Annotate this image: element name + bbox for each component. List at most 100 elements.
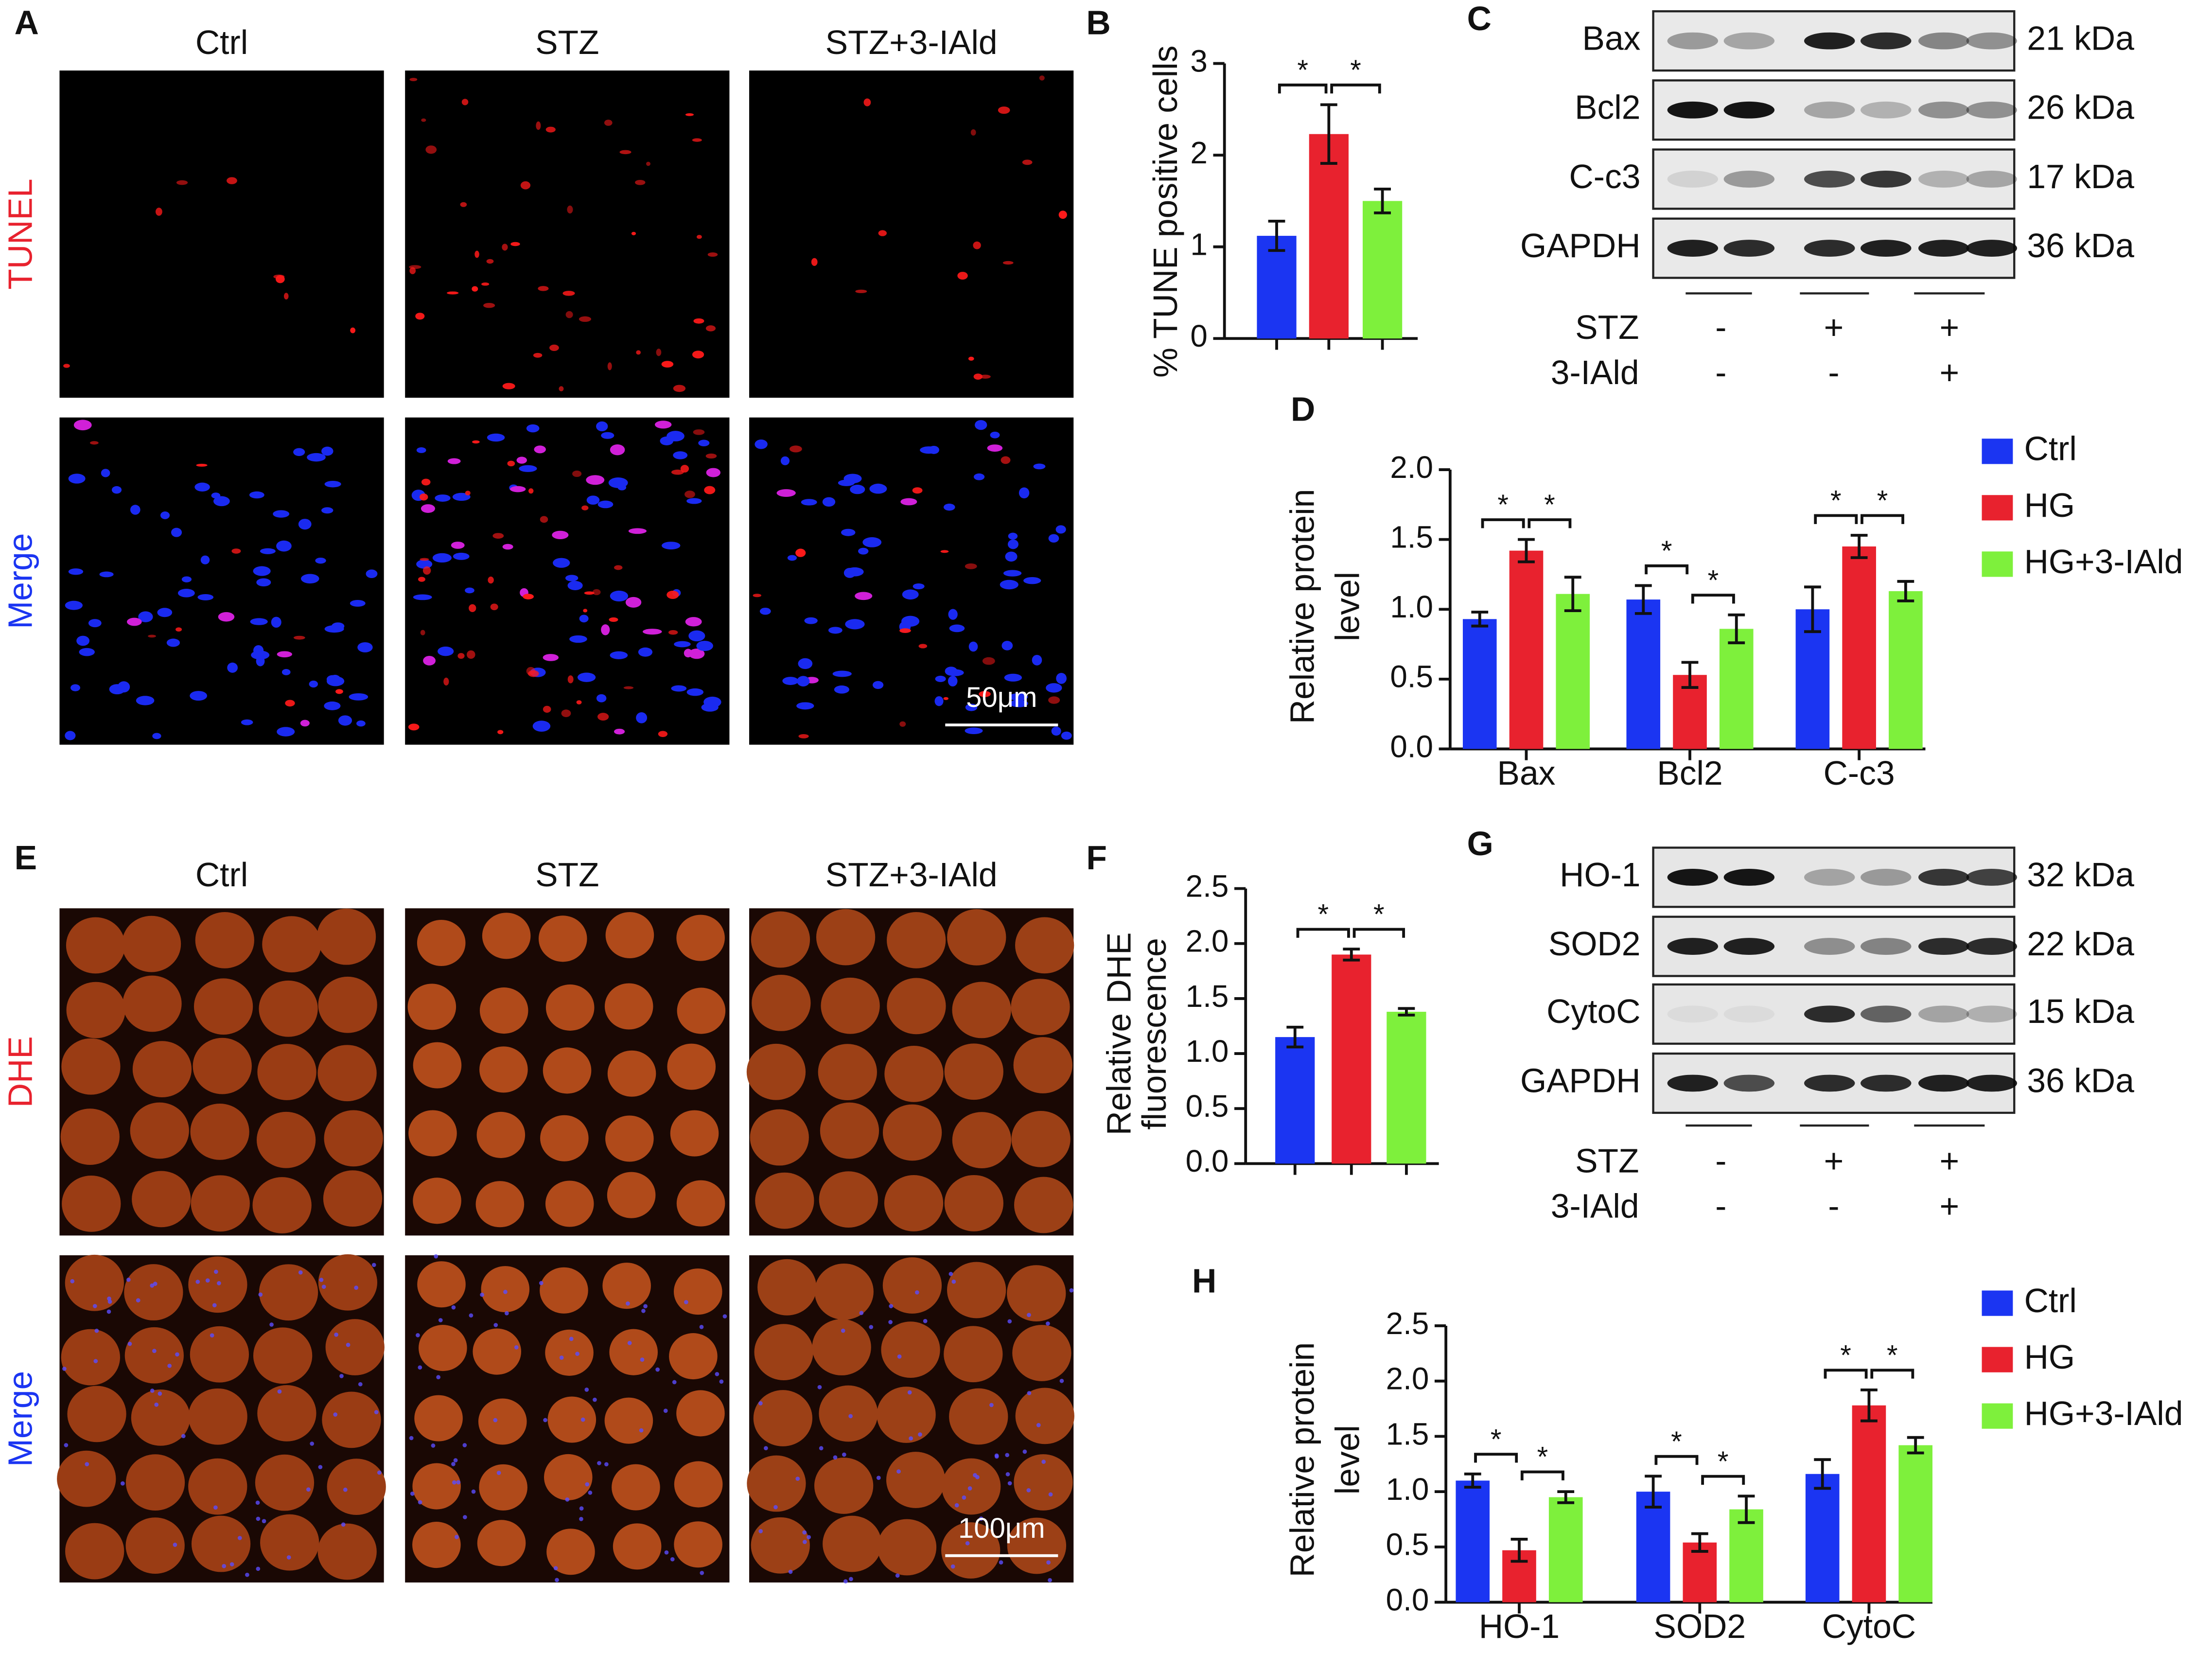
significance-bracket <box>1691 594 1735 604</box>
treatment-label: STZ <box>1575 308 1639 346</box>
nucleus <box>88 619 102 628</box>
nucleus <box>153 1282 158 1286</box>
nucleus <box>319 1278 324 1282</box>
fiber <box>754 1324 813 1380</box>
fiber <box>613 1523 662 1570</box>
fiber <box>1014 1177 1073 1233</box>
band-size: 21 kDa <box>2027 19 2134 57</box>
y-axis-label: Relative protein <box>1283 489 1321 724</box>
fiber <box>545 1329 594 1376</box>
nucleus <box>68 474 86 484</box>
nucleus <box>418 1365 422 1370</box>
signal <box>631 231 636 235</box>
nucleus <box>200 555 210 564</box>
nucleus <box>975 420 987 430</box>
error-bar <box>1681 661 1699 689</box>
signal <box>481 282 490 286</box>
signal <box>492 533 504 539</box>
treatment-label: STZ <box>1575 1142 1639 1180</box>
signal <box>693 318 704 324</box>
band-label: Bcl2 <box>1575 88 1640 126</box>
nucleus <box>869 1325 874 1329</box>
fiber <box>132 1171 191 1228</box>
legend-swatch <box>1982 551 2013 577</box>
band <box>1918 938 1969 955</box>
nucleus <box>1000 580 1018 590</box>
nucleus <box>432 553 452 563</box>
nucleus <box>94 1328 99 1333</box>
nucleus <box>324 625 344 633</box>
fiber <box>67 1386 126 1442</box>
nucleus <box>504 1311 509 1316</box>
nucleus <box>346 1342 351 1347</box>
legend-swatch <box>1982 439 2013 464</box>
signal <box>693 429 705 435</box>
fiber <box>820 1102 879 1159</box>
error-bar <box>1691 1532 1708 1553</box>
y-tick-label: 2.5 <box>1186 869 1229 904</box>
nucleus <box>510 486 526 492</box>
fiber <box>66 982 125 1038</box>
band <box>1966 171 2018 188</box>
band <box>1723 240 1775 257</box>
nucleus <box>111 486 122 494</box>
nucleus <box>154 1402 159 1407</box>
signal <box>421 118 426 122</box>
error-bar <box>1374 187 1391 214</box>
y-tick-label: 1.5 <box>1386 1416 1429 1451</box>
panel-label: H <box>1192 1262 1216 1300</box>
signal <box>545 126 556 133</box>
band <box>1918 101 1969 119</box>
signal <box>465 491 471 496</box>
signal <box>421 478 431 486</box>
fiber <box>947 909 1006 966</box>
signal <box>965 563 977 569</box>
signal <box>520 181 531 190</box>
band <box>1861 240 1912 257</box>
signal <box>502 244 508 251</box>
nucleus <box>601 624 610 635</box>
fiber <box>545 984 595 1031</box>
signal <box>623 686 634 689</box>
bar <box>1898 1445 1932 1602</box>
fiber <box>60 1108 120 1165</box>
nucleus <box>276 540 292 552</box>
nucleus <box>968 641 978 652</box>
nucleus <box>686 498 702 504</box>
nucleus <box>999 1560 1003 1565</box>
signal <box>795 548 806 557</box>
fiber <box>256 1111 316 1168</box>
y-tick-label: 2.5 <box>1386 1306 1429 1341</box>
significance-bracket <box>1824 1369 1868 1379</box>
row-label: DHE <box>1 1036 39 1108</box>
fiber <box>540 1115 589 1161</box>
nucleus <box>330 675 341 684</box>
fiber <box>886 1452 946 1508</box>
nucleus <box>802 1530 807 1535</box>
signal <box>705 325 716 332</box>
nucleus <box>438 646 454 656</box>
fiber <box>812 1319 871 1375</box>
nucleus <box>334 1332 338 1337</box>
signal <box>415 313 425 320</box>
band <box>1723 32 1775 50</box>
significance-bracket <box>1278 83 1328 94</box>
fiber <box>605 1115 654 1162</box>
nucleus <box>946 669 964 676</box>
treatment-label: 3-IAld <box>1551 1187 1639 1225</box>
fiber <box>604 1397 653 1444</box>
nucleus <box>306 1487 311 1492</box>
nucleus <box>588 1490 593 1495</box>
nucleus <box>1059 1378 1064 1383</box>
nucleus <box>471 1489 476 1494</box>
signal <box>533 352 543 358</box>
bar <box>1636 1492 1670 1602</box>
nucleus <box>565 1497 570 1502</box>
nucleus <box>888 1320 893 1324</box>
nucleus <box>237 1536 242 1540</box>
nucleus <box>194 482 210 492</box>
nucleus <box>70 1279 75 1284</box>
nucleus <box>973 473 985 480</box>
significance-bracket <box>1520 1470 1564 1480</box>
nucleus <box>212 1303 217 1308</box>
